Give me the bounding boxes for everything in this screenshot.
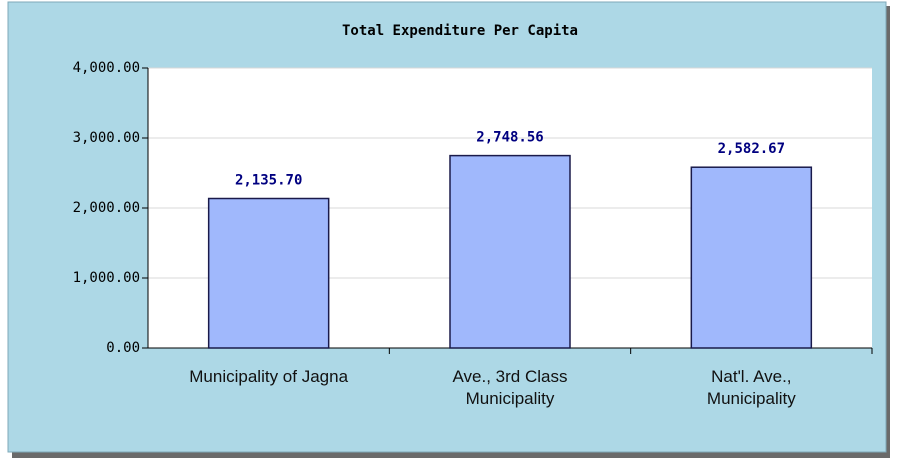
chart-title: Total Expenditure Per Capita: [342, 23, 578, 39]
value-label: 2,748.56: [476, 130, 543, 146]
y-tick-label: 4,000.00: [73, 60, 140, 76]
value-label: 2,582.67: [718, 141, 785, 157]
x-tick-label: Municipality of Jagna: [189, 367, 349, 386]
bar: [690, 166, 813, 349]
bar: [449, 154, 571, 349]
x-tick-label: Ave., 3rd Class Municipality: [452, 367, 568, 408]
y-tick-label: 3,000.00: [73, 130, 140, 146]
y-tick-label: 2,000.00: [73, 200, 140, 216]
value-label: 2,135.70: [235, 173, 302, 189]
x-tick-label: Nat'l. Ave., Municipality: [706, 367, 796, 408]
y-tick-label: 1,000.00: [73, 270, 140, 286]
bar: [207, 197, 330, 349]
y-tick-label: 0.00: [106, 340, 140, 356]
